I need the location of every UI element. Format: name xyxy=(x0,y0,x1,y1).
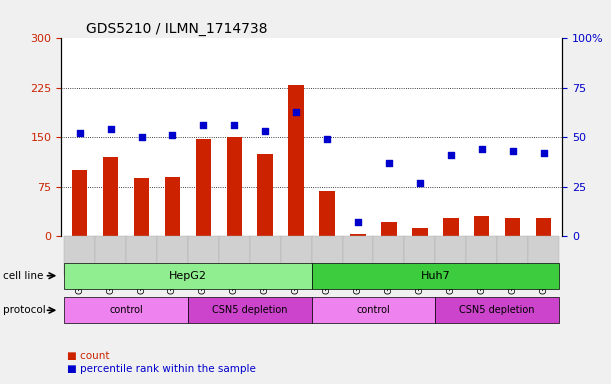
Bar xyxy=(196,139,211,236)
Bar xyxy=(72,170,87,236)
Bar xyxy=(381,222,397,236)
Point xyxy=(446,152,456,158)
Bar xyxy=(536,218,551,236)
Point xyxy=(477,146,486,152)
Point xyxy=(260,128,270,134)
Text: control: control xyxy=(109,305,143,315)
Text: CSN5 depletion: CSN5 depletion xyxy=(459,305,535,315)
Text: cell line: cell line xyxy=(3,271,43,281)
Bar xyxy=(227,137,242,236)
Point xyxy=(322,136,332,142)
Point xyxy=(167,132,177,138)
Point xyxy=(199,122,208,129)
Bar xyxy=(288,84,304,236)
Point xyxy=(229,122,239,129)
Text: control: control xyxy=(357,305,390,315)
Point xyxy=(75,130,84,136)
Text: ■ percentile rank within the sample: ■ percentile rank within the sample xyxy=(67,364,256,374)
Bar xyxy=(320,191,335,236)
Text: ■ count: ■ count xyxy=(67,351,110,361)
Bar xyxy=(412,228,428,236)
Bar xyxy=(443,218,458,236)
Point xyxy=(106,126,115,132)
Point xyxy=(539,150,549,156)
Text: CSN5 depletion: CSN5 depletion xyxy=(212,305,288,315)
Point xyxy=(137,134,147,140)
Point xyxy=(415,180,425,186)
Bar xyxy=(474,217,489,236)
Bar xyxy=(257,154,273,236)
Bar xyxy=(350,234,366,236)
Text: protocol: protocol xyxy=(3,305,46,315)
Point xyxy=(508,148,518,154)
Text: Huh7: Huh7 xyxy=(420,271,450,281)
Point xyxy=(291,109,301,115)
Bar xyxy=(103,157,119,236)
Point xyxy=(353,219,363,225)
Bar xyxy=(165,177,180,236)
Text: HepG2: HepG2 xyxy=(169,271,207,281)
Bar xyxy=(134,178,149,236)
Point xyxy=(384,160,394,166)
Bar xyxy=(505,218,521,236)
Text: GDS5210 / ILMN_1714738: GDS5210 / ILMN_1714738 xyxy=(86,22,268,36)
